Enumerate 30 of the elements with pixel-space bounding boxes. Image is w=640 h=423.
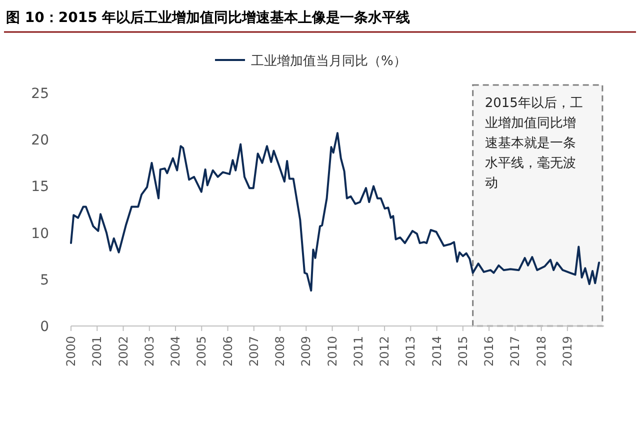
band-label: 2015年以后，工业增加值同比增速基本就是一条水平线，毫无波动	[484, 96, 583, 191]
x-tick-label: 2013	[404, 336, 418, 367]
legend-label: 工业增加值当月同比（%）	[251, 54, 406, 69]
x-tick-label: 2009	[299, 336, 314, 367]
x-tick-label: 2004	[168, 336, 183, 367]
y-tick-label: 25	[31, 86, 49, 102]
x-tick-label: 2018	[534, 336, 548, 367]
y-tick-label: 10	[31, 226, 49, 242]
y-tick-label: 5	[40, 272, 49, 288]
y-tick-label: 15	[31, 179, 49, 196]
x-tick-label: 2012	[378, 336, 392, 367]
x-tick-label: 2007	[246, 336, 261, 367]
x-tick-label: 2005	[194, 336, 209, 367]
x-tick-label: 2010	[325, 336, 340, 367]
x-tick-label: 2002	[116, 336, 130, 367]
x-tick-label: 2011	[351, 336, 366, 367]
x-tick-label: 2014	[430, 336, 444, 367]
line-series	[70, 132, 600, 292]
x-tick-label: 2006	[220, 336, 235, 367]
x-tick-label: 2008	[273, 336, 288, 367]
x-tick-label: 2003	[142, 336, 156, 367]
x-tick-label: 2000	[64, 336, 78, 367]
y-tick-label: 20	[31, 132, 49, 149]
x-tick-label: 2015	[456, 336, 470, 367]
x-tick-label: 2001	[90, 336, 104, 367]
x-tick-label: 2017	[508, 336, 522, 367]
x-tick-label: 2016	[482, 336, 496, 367]
chart-title: 图 10：2015 年以后工业增加值同比增速基本上像是一条水平线	[6, 9, 410, 26]
y-tick-label: 0	[40, 319, 49, 335]
x-tick-label: 2019	[560, 336, 574, 367]
